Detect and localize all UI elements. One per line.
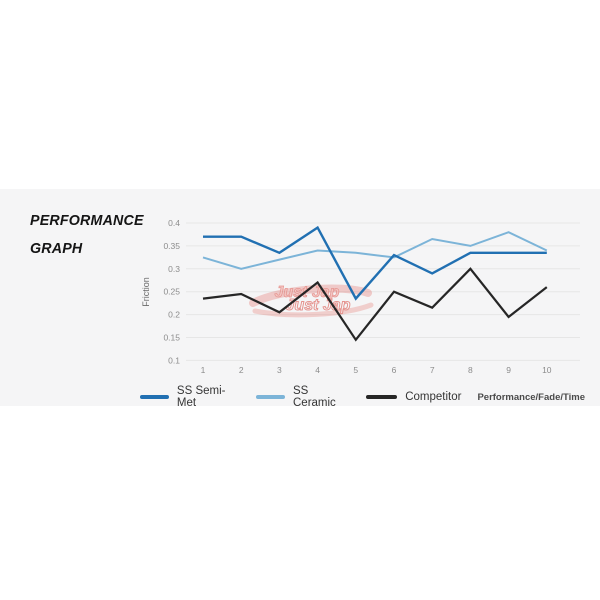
performance-chart-svg: 0.4 0.35 0.3 0.25 0.2 0.15 0.1 1 2 3 4 5 6 7 8 9 10 Fri… [141, 218, 580, 375]
svg-text:5: 5 [353, 365, 358, 375]
legend-swatch-ss-ceramic [256, 395, 285, 399]
page-title-line2: GRAPH [30, 240, 83, 257]
svg-text:0.15: 0.15 [163, 333, 180, 343]
watermark-text-top: Just Jap [275, 284, 340, 301]
legend-swatch-competitor [366, 395, 398, 399]
line-competitor [202, 267, 548, 342]
svg-text:6: 6 [392, 365, 397, 375]
y-axis-tick-labels: 0.4 0.35 0.3 0.25 0.2 0.15 0.1 [163, 218, 180, 365]
legend-swatch-ss-semi-met [140, 395, 169, 399]
legend-item-ss-semi-met: SS Semi-Met [140, 385, 240, 409]
svg-text:0.4: 0.4 [168, 218, 180, 228]
svg-text:2: 2 [239, 365, 244, 375]
x-axis-tick-labels: 1 2 3 4 5 6 7 8 9 10 [201, 365, 552, 375]
svg-text:1: 1 [201, 365, 206, 375]
legend-item-ss-ceramic: SS Ceramic [256, 385, 350, 409]
svg-text:10: 10 [542, 365, 552, 375]
gridlines [186, 222, 580, 361]
y-axis-label: Friction [141, 277, 151, 307]
svg-text:8: 8 [468, 365, 473, 375]
legend-item-competitor: Competitor [366, 391, 461, 403]
svg-text:0.35: 0.35 [163, 241, 180, 251]
svg-text:3: 3 [277, 365, 282, 375]
line-ss-ceramic [202, 231, 548, 270]
svg-text:9: 9 [506, 365, 511, 375]
performance-fade-time-label: Performance/Fade/Time [477, 391, 585, 403]
svg-text:0.3: 0.3 [168, 264, 180, 274]
svg-text:4: 4 [315, 365, 320, 375]
svg-text:0.25: 0.25 [163, 287, 180, 297]
page-title-line1: PERFORMANCE [30, 212, 144, 229]
line-ss-semi-met [203, 225, 547, 301]
performance-chart: 0.4 0.35 0.3 0.25 0.2 0.15 0.1 1 2 3 4 5 6 7 8 9 10 Fri… [140, 213, 585, 385]
legend-label-ss-semi-met: SS Semi-Met [176, 385, 226, 409]
svg-text:0.1: 0.1 [168, 355, 180, 365]
watermark: Just Jap Just Jap [249, 284, 374, 318]
page-title: PERFORMANCE GRAPH [30, 212, 144, 257]
legend-label-competitor: Competitor [405, 391, 462, 403]
watermark-swoosh-top [249, 284, 372, 307]
svg-text:7: 7 [430, 365, 435, 375]
watermark-swoosh-bottom [252, 302, 374, 318]
svg-text:0.2: 0.2 [168, 310, 180, 320]
legend: SS Semi-Met SS Ceramic Competitor Perfor… [140, 385, 585, 409]
legend-label-ss-ceramic: SS Ceramic [293, 385, 336, 409]
